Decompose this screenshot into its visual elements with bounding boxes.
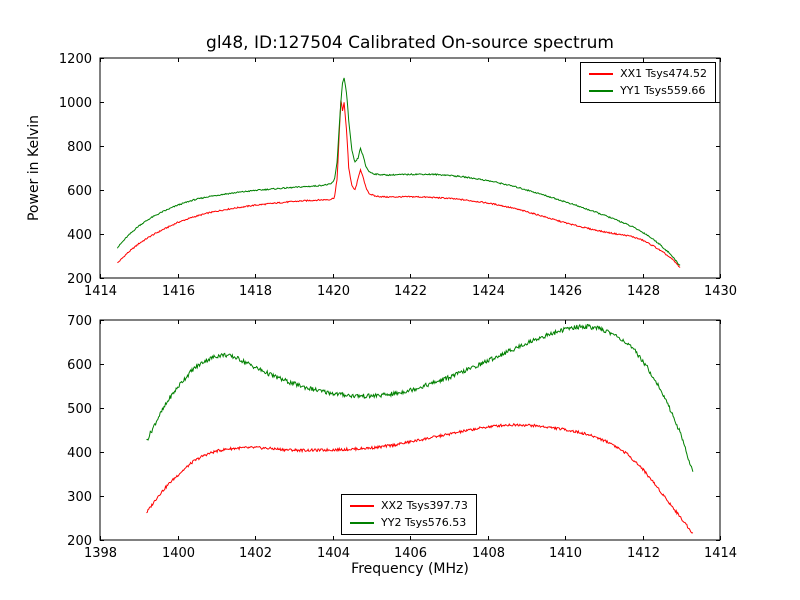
legend-entry-yy1: YY1 Tsys559.66 <box>589 85 707 97</box>
y-tick-label: 600 <box>67 358 92 373</box>
series-line-xx2 <box>146 422 694 534</box>
y-tick-label: 200 <box>67 534 92 549</box>
x-tick-label: 1398 <box>84 546 117 561</box>
x-tick-label: 1420 <box>317 284 350 299</box>
series-line-yy2 <box>146 323 694 472</box>
series-line-xx1 <box>117 100 681 268</box>
x-tick-label: 1418 <box>239 284 272 299</box>
legend-line-yy2 <box>350 522 374 524</box>
x-tick-label: 1402 <box>239 546 272 561</box>
y-tick-label: 1200 <box>59 52 92 67</box>
x-tick-label: 1414 <box>704 546 737 561</box>
legend-label-yy2: YY2 Tsys576.53 <box>381 516 467 529</box>
x-tick-label: 1404 <box>317 546 350 561</box>
x-tick-label: 1414 <box>84 284 117 299</box>
legend-label-xx1: XX1 Tsys474.52 <box>620 67 707 80</box>
legend-line-xx1 <box>589 73 614 75</box>
y-tick-label: 200 <box>67 272 92 287</box>
x-tick-label: 1422 <box>394 284 427 299</box>
series-line-yy1 <box>116 77 681 266</box>
legend-line-xx2 <box>350 505 374 507</box>
y-axis-label: Power in Kelvin <box>26 114 42 222</box>
legend-bottom: XX2 Tsys397.73 YY2 Tsys576.53 <box>341 494 477 535</box>
x-tick-label: 1412 <box>627 546 660 561</box>
legend-label-yy1: YY1 Tsys559.66 <box>620 84 706 97</box>
y-tick-label: 800 <box>67 140 92 155</box>
x-axis-label: Frequency (MHz) <box>351 561 469 577</box>
x-tick-label: 1408 <box>472 546 505 561</box>
y-tick-label: 1000 <box>59 96 92 111</box>
y-tick-label: 400 <box>67 228 92 243</box>
x-tick-label: 1424 <box>472 284 505 299</box>
plot-title: gl48, ID:127504 Calibrated On-source spe… <box>206 33 614 53</box>
legend-top: XX1 Tsys474.52 YY1 Tsys559.66 <box>580 62 716 103</box>
x-tick-label: 1406 <box>394 546 427 561</box>
y-tick-label: 300 <box>67 490 92 505</box>
x-tick-label: 1400 <box>162 546 195 561</box>
x-tick-label: 1410 <box>549 546 582 561</box>
legend-entry-xx2: XX2 Tsys397.73 <box>350 500 468 512</box>
legend-label-xx2: XX2 Tsys397.73 <box>381 499 468 512</box>
x-tick-label: 1430 <box>704 284 737 299</box>
y-tick-label: 400 <box>67 446 92 461</box>
legend-entry-yy2: YY2 Tsys576.53 <box>350 517 468 529</box>
x-tick-label: 1426 <box>549 284 582 299</box>
y-tick-label: 700 <box>67 314 92 329</box>
legend-entry-xx1: XX1 Tsys474.52 <box>589 68 707 80</box>
legend-line-yy1 <box>589 90 614 92</box>
y-tick-label: 600 <box>67 184 92 199</box>
x-tick-label: 1428 <box>627 284 660 299</box>
y-tick-label: 500 <box>67 402 92 417</box>
x-tick-label: 1416 <box>162 284 195 299</box>
